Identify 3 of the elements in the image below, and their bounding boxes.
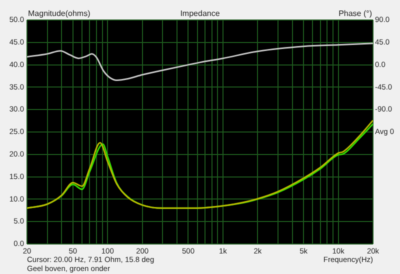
chart-title: Impedance [180,9,220,18]
y-axis-title: Magnitude(ohms) [28,9,91,18]
y2-axis-title: Phase (°) [338,9,372,18]
